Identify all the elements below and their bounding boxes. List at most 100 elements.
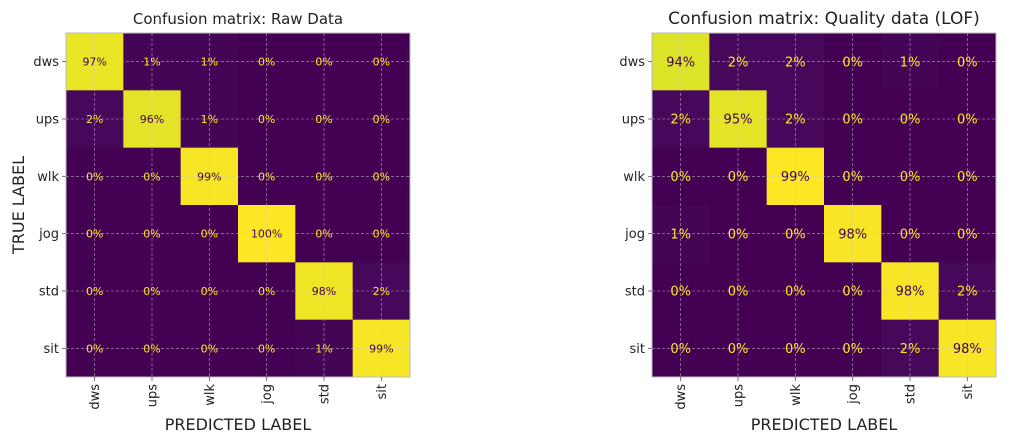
cell-value-label: 0% — [143, 285, 160, 298]
x-tick-label: std — [318, 384, 333, 404]
cell-value-label: 0% — [258, 342, 275, 355]
x-tick-label: std — [904, 384, 919, 404]
cell-value-label: 0% — [728, 227, 749, 242]
cell-value-label: 0% — [842, 113, 863, 128]
cell-value-label: 0% — [670, 285, 691, 300]
chart-title: Confusion matrix: Raw Data — [133, 10, 343, 28]
cell-value-label: 0% — [315, 228, 332, 241]
y-tick-label: sit — [630, 342, 645, 357]
cell-value-label: 96% — [140, 113, 164, 126]
cell-value-label: 0% — [143, 228, 160, 241]
chart-title: Confusion matrix: Quality data (LOF) — [668, 9, 980, 29]
cell-value-label: 1% — [201, 113, 218, 126]
y-tick-label: wlk — [37, 170, 59, 185]
y-tick-label: ups — [36, 113, 59, 128]
x-tick-label: wlk — [789, 384, 804, 406]
cell-value-label: 0% — [785, 342, 806, 357]
cell-value-label: 98% — [312, 285, 336, 298]
cell-value-label: 0% — [373, 56, 390, 69]
cell-value-label: 94% — [666, 55, 695, 70]
cell-value-label: 0% — [900, 227, 921, 242]
heatmap-cell — [66, 33, 124, 91]
y-tick-label: ups — [622, 113, 645, 128]
cell-value-label: 97% — [82, 56, 106, 69]
cell-value-label: 0% — [957, 113, 978, 128]
cell-value-label: 0% — [728, 170, 749, 185]
cell-value-label: 100% — [251, 228, 282, 241]
cell-value-label: 1% — [670, 227, 691, 242]
cell-value-label: 0% — [842, 285, 863, 300]
cell-value-label: 2% — [86, 113, 103, 126]
heatmap-panel-2: Confusion matrix: Quality data (LOF) 94% 2… — [619, 9, 997, 434]
cell-value-label: 98% — [953, 342, 982, 357]
cell-value-label: 0% — [842, 342, 863, 357]
heatmap-cell — [652, 33, 710, 91]
cell-value-label: 0% — [957, 55, 978, 70]
cell-value-label: 0% — [373, 113, 390, 126]
cell-value-label: 0% — [201, 342, 218, 355]
cell-value-label: 0% — [373, 228, 390, 241]
cell-value-label: 0% — [957, 227, 978, 242]
cell-value-label: 0% — [201, 228, 218, 241]
cell-value-label: 99% — [369, 342, 393, 355]
cell-value-label: 0% — [258, 56, 275, 69]
y-axis-label: TRUE LABEL — [9, 156, 28, 255]
cell-value-label: 1% — [201, 56, 218, 69]
cell-value-label: 0% — [258, 285, 275, 298]
cell-value-label: 0% — [785, 227, 806, 242]
y-tick-label: jog — [38, 227, 59, 242]
cell-value-label: 0% — [957, 170, 978, 185]
cell-value-label: 0% — [86, 228, 103, 241]
cell-value-label: 2% — [785, 113, 806, 128]
x-tick-label: dws — [88, 384, 103, 410]
y-tick-label: dws — [33, 55, 59, 70]
x-tick-label: ups — [146, 384, 161, 407]
x-tick-label: wlk — [203, 384, 218, 406]
x-axis-label: PREDICTED LABEL — [751, 415, 898, 434]
x-tick-label: ups — [732, 384, 747, 407]
cell-value-label: 0% — [373, 170, 390, 183]
cell-value-label: 0% — [900, 113, 921, 128]
cell-value-label: 0% — [143, 170, 160, 183]
cell-value-label: 0% — [143, 342, 160, 355]
cell-value-label: 0% — [258, 170, 275, 183]
cell-value-label: 99% — [781, 170, 810, 185]
cell-value-label: 2% — [728, 55, 749, 70]
cell-value-label: 2% — [957, 285, 978, 300]
cell-value-label: 1% — [143, 56, 160, 69]
cell-value-label: 2% — [785, 55, 806, 70]
x-tick-label: sit — [375, 384, 390, 399]
plot-frame — [65, 32, 411, 378]
cell-value-label: 0% — [728, 342, 749, 357]
cell-value-label: 0% — [315, 113, 332, 126]
cell-value-label: 1% — [900, 55, 921, 70]
cell-value-label: 0% — [670, 170, 691, 185]
cell-value-label: 0% — [728, 285, 749, 300]
cell-value-label: 0% — [86, 342, 103, 355]
cell-value-label: 0% — [86, 285, 103, 298]
y-tick-label: sit — [44, 342, 59, 357]
cell-value-label: 0% — [670, 342, 691, 357]
cell-value-label: 0% — [900, 170, 921, 185]
cell-value-label: 0% — [785, 285, 806, 300]
y-tick-label: wlk — [623, 170, 645, 185]
heatmap-panel-1: Confusion matrix: Raw Data 97% 1% 1% 0% 0% 0% 2… — [9, 10, 411, 434]
plot-frame — [651, 32, 997, 378]
cell-value-label: 98% — [896, 285, 925, 300]
cell-value-label: 2% — [670, 113, 691, 128]
cell-value-label: 0% — [86, 170, 103, 183]
cell-value-label: 95% — [724, 113, 753, 128]
cell-value-label: 1% — [315, 342, 332, 355]
cell-value-label: 98% — [838, 227, 867, 242]
y-tick-label: jog — [624, 227, 645, 242]
x-axis-label: PREDICTED LABEL — [165, 415, 312, 434]
y-tick-label: dws — [619, 55, 645, 70]
cell-value-label: 0% — [842, 55, 863, 70]
cell-value-label: 0% — [842, 170, 863, 185]
cell-value-label: 99% — [197, 170, 221, 183]
x-tick-label: sit — [961, 384, 976, 399]
y-tick-label: std — [625, 285, 645, 300]
cell-value-label: 2% — [900, 342, 921, 357]
cell-value-label: 2% — [373, 285, 390, 298]
